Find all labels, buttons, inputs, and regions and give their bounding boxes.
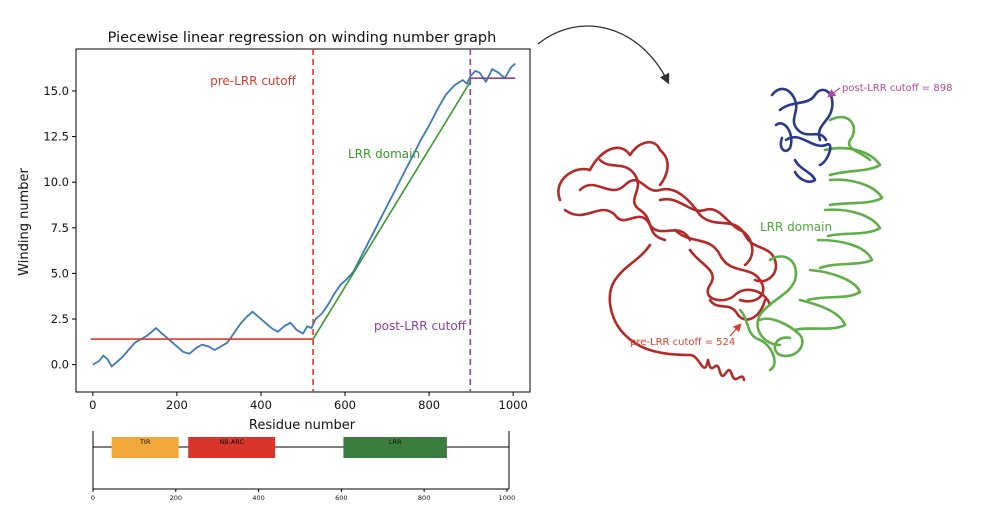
lrr-domain-fit-line bbox=[312, 81, 471, 340]
domain-label: LRR bbox=[389, 438, 402, 446]
y-tick-label: 7.5 bbox=[51, 221, 69, 235]
domain-map-ticks: 0 200 400 600 800 1000 bbox=[91, 489, 515, 502]
domain-boxes: TIR NB-ARC LRR bbox=[111, 437, 447, 458]
y-tick-label: 0.0 bbox=[51, 358, 69, 372]
domain-tick-label: 600 bbox=[335, 494, 347, 502]
series-lines bbox=[90, 62, 516, 368]
domain-tick-label: 1000 bbox=[499, 494, 516, 502]
pre-lrr-region bbox=[557, 141, 778, 382]
y-tick-label: 10.0 bbox=[43, 175, 69, 189]
connector-arrow bbox=[537, 25, 670, 85]
y-axis-ticks: 0.0 2.5 5.0 7.5 10.0 12.5 15.0 bbox=[43, 84, 76, 372]
domain-label: TIR bbox=[139, 438, 151, 446]
x-axis-label: Residue number bbox=[249, 418, 356, 433]
winding-number-line bbox=[92, 62, 516, 368]
y-tick-label: 2.5 bbox=[51, 312, 69, 326]
x-axis-ticks: 0 200 400 600 800 1000 bbox=[89, 392, 528, 412]
cutoff-lines bbox=[312, 49, 472, 392]
post-lrr-cutoff-annotation: post-LRR cutoff bbox=[374, 319, 467, 333]
x-tick-label: 0 bbox=[89, 398, 96, 412]
lrr-domain-annotation: LRR domain bbox=[348, 147, 420, 161]
pre-lrr-cutoff-arrow bbox=[729, 323, 742, 337]
pre-lrr-cutoff-annotation: pre-LRR cutoff bbox=[210, 74, 296, 88]
post-lrr-cutoff-arrow bbox=[827, 87, 841, 98]
x-tick-label: 600 bbox=[334, 398, 356, 412]
x-tick-label: 1000 bbox=[499, 398, 528, 412]
domain-label: NB-ARC bbox=[219, 438, 244, 446]
domain-tick-label: 200 bbox=[170, 494, 182, 502]
x-tick-label: 200 bbox=[166, 398, 188, 412]
domain-tick-label: 0 bbox=[91, 494, 95, 502]
domain-box-lrr bbox=[343, 437, 447, 458]
y-tick-label: 5.0 bbox=[51, 266, 69, 280]
domain-tick-label: 400 bbox=[252, 494, 264, 502]
domain-box-tir bbox=[111, 437, 179, 458]
x-tick-label: 400 bbox=[250, 398, 272, 412]
post-lrr-region bbox=[770, 87, 834, 183]
domain-tick-label: 800 bbox=[418, 494, 430, 502]
y-axis-label: Winding number bbox=[17, 168, 32, 276]
x-tick-label: 800 bbox=[418, 398, 440, 412]
lrr-domain-structure-label: LRR domain bbox=[760, 220, 832, 234]
domain-box-nb-arc bbox=[188, 437, 276, 458]
protein-structure: post-LRR cutoff = 898 LRR domain pre-LRR… bbox=[557, 83, 952, 382]
plot-title: Piecewise linear regression on winding n… bbox=[108, 30, 497, 46]
domain-map: TIR NB-ARC LRR 0 200 400 600 800 1000 bbox=[91, 431, 515, 502]
y-tick-label: 12.5 bbox=[43, 130, 69, 144]
winding-plot: Piecewise linear regression on winding n… bbox=[17, 30, 531, 433]
plot-frame bbox=[75, 48, 531, 393]
post-lrr-cutoff-label: post-LRR cutoff = 898 bbox=[842, 83, 952, 94]
y-tick-label: 15.0 bbox=[43, 84, 69, 98]
pre-lrr-cutoff-label: pre-LRR cutoff = 524 bbox=[630, 337, 735, 348]
lrr-region bbox=[738, 115, 884, 372]
